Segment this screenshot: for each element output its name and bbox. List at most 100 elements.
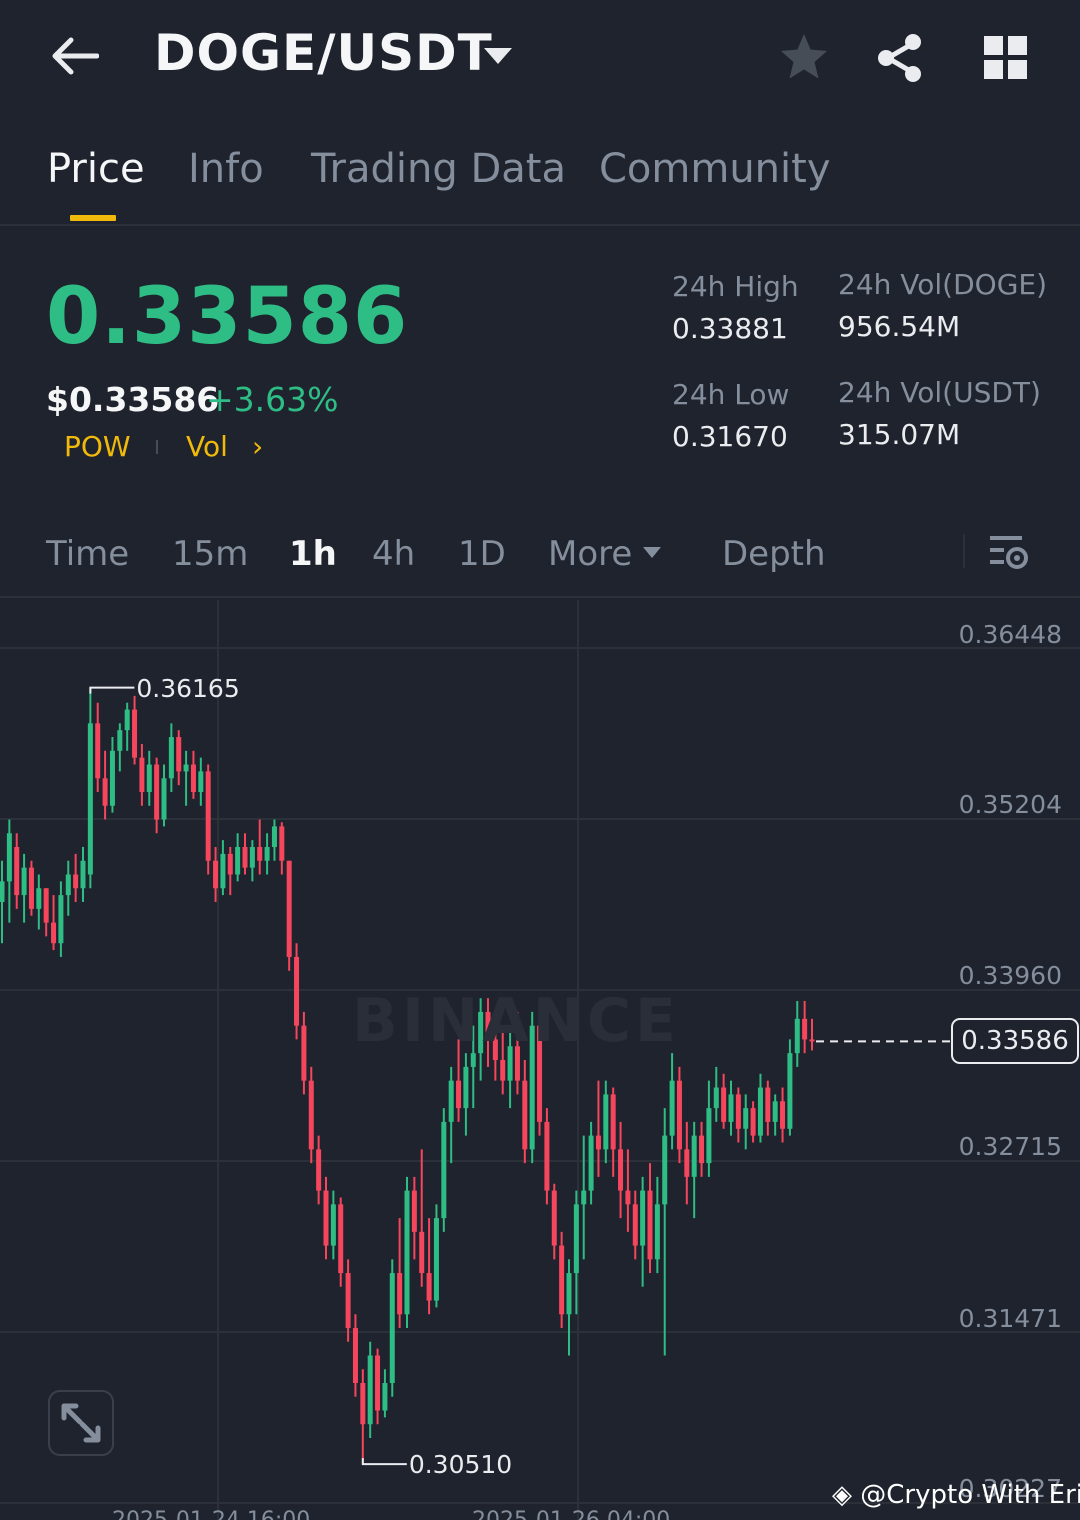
candle-body [780,1101,786,1129]
candle-body [397,1273,403,1315]
candle [632,1190,638,1260]
candle [183,750,189,806]
candle [220,840,226,896]
candle [625,1149,631,1232]
candle [618,1121,624,1219]
candle [205,764,211,875]
candle [603,1080,609,1164]
candle-body [51,922,57,944]
candle-body [537,1025,543,1122]
candle [308,1066,314,1164]
candle-body [235,847,241,875]
candle-body [286,860,292,957]
candle [301,1011,307,1095]
pair-title[interactable]: DOGE/USDT [154,24,493,82]
share-icon [878,34,921,82]
candle [264,833,270,875]
tag-pow[interactable]: POW [64,430,131,463]
depth-tab[interactable]: Depth [722,534,826,574]
interval-1d[interactable]: 1D [458,534,506,574]
interval-4h[interactable]: 4h [372,534,416,574]
low-marker-label: 0.30510 [408,1450,513,1480]
candle [382,1369,388,1418]
candle [14,833,20,909]
candle-body [559,1245,565,1315]
candle [176,730,182,786]
candle [640,1176,646,1287]
candle [757,1073,763,1143]
interval-15m[interactable]: 15m [172,534,249,574]
candle [213,847,219,902]
candle-body [161,778,167,820]
tag-vol[interactable]: Vol [186,430,228,463]
interval-time[interactable]: Time [46,534,130,574]
tab-community[interactable]: Community [599,146,831,192]
tab-trading-data[interactable]: Trading Data [311,146,566,192]
candle [654,1176,660,1274]
current-price-label: 0.33586 [951,1018,1079,1065]
candle-body [470,1053,476,1067]
candle [411,1176,417,1260]
candle-body [102,778,108,806]
candle-body [699,1135,705,1164]
candle-body [367,1355,373,1425]
candle [544,1108,550,1205]
candle-body [198,771,204,793]
chart-settings-button[interactable] [986,530,1032,576]
x-axis-label: 2025-01-26 04:00 [472,1508,670,1520]
candle-body [441,1121,447,1219]
candle-body [566,1273,572,1315]
x-axis-label: 2025-01-24 16:00 [112,1508,310,1520]
candle-body [514,1046,520,1081]
favorite-button[interactable] [776,30,832,86]
candle [507,1032,513,1109]
candle-body [544,1121,550,1191]
candle [345,1259,351,1342]
candle-body [109,750,115,806]
high-value: 0.33881 [672,312,788,345]
candle [375,1348,381,1425]
interval-more[interactable]: More [548,534,633,574]
credit-watermark: ◈ @Crypto With Erik [832,1480,1080,1510]
candle-body [772,1101,778,1122]
candle-body [757,1087,763,1136]
candle [316,1135,322,1205]
candle-body [382,1383,388,1411]
y-axis-label: 0.36448 [958,620,1062,649]
interval-1h[interactable]: 1h [289,534,337,574]
grid-icon [984,36,1027,79]
grid-menu-button[interactable] [978,30,1034,86]
chevron-down-icon[interactable] [484,48,512,64]
candle [95,702,101,793]
price-chart[interactable]: BINANCE 0.36448 0.35204 0.33960 0.32715 … [0,600,1080,1520]
chevron-down-icon[interactable] [643,547,661,558]
candle [713,1066,719,1122]
candle-body [404,1190,410,1315]
chevron-right-icon[interactable]: › [252,430,264,463]
usd-price: $0.33586 [46,380,220,419]
candle-body [603,1094,609,1150]
candle-body [551,1190,557,1246]
fullscreen-button[interactable] [48,1390,114,1456]
high-marker-label: 0.36165 [136,673,240,703]
tab-info[interactable]: Info [188,146,264,192]
candle-body [124,709,130,731]
candle-body [691,1135,697,1177]
back-button[interactable] [44,28,106,84]
candle [419,1149,425,1287]
candle [691,1121,697,1219]
candle-body [345,1273,351,1329]
candle-body [713,1087,719,1109]
candle [161,764,167,827]
share-button[interactable] [872,30,928,86]
candle [684,1121,690,1205]
candle-body [529,1025,535,1150]
candle [787,1039,793,1136]
candle-body [213,860,219,889]
candle-body [669,1080,675,1136]
candle-body [787,1053,793,1129]
top-bar: DOGE/USDT [0,0,1080,115]
candle [522,1060,528,1164]
candle [168,723,174,793]
tab-price[interactable]: Price [47,146,145,192]
